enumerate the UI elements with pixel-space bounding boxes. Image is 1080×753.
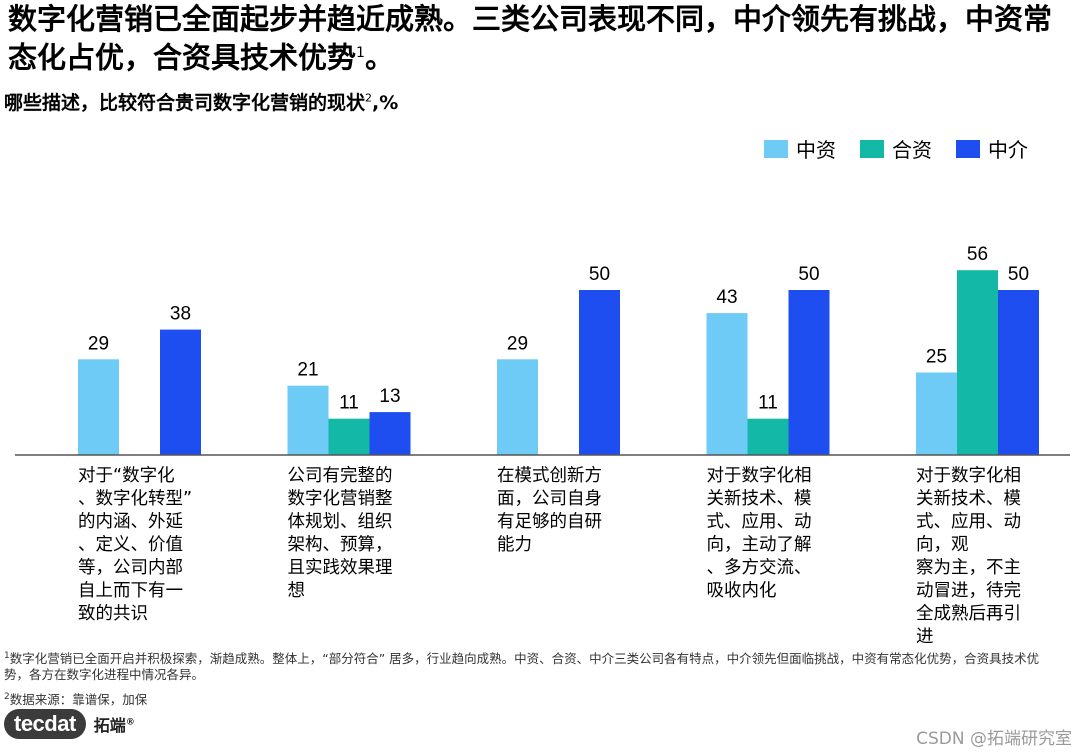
bar-4-2 — [998, 290, 1039, 455]
bar-0-2 — [160, 329, 201, 455]
data-label: 13 — [379, 386, 400, 407]
logo-mark: tecdat — [4, 709, 86, 739]
data-label: 11 — [339, 393, 359, 414]
subtitle-unit: ,% — [372, 92, 399, 114]
category-label-line: 致的共识 — [78, 604, 148, 624]
page-title: 数字化营销已全面起步并趋近成熟。三类公司表现不同，中介领先有挑战，中资常态化占优… — [8, 2, 1076, 75]
legend-item-0: 中资 — [764, 134, 836, 163]
chart-subtitle: 哪些描述，比较符合贵司数字化营销的现状2,% — [4, 88, 398, 115]
category-label-line: 进 — [916, 627, 934, 645]
footnote-2-marker: 2 — [4, 692, 10, 702]
category-label-line: 吸收内化 — [707, 581, 777, 601]
category-label-line: 对于数字化相 — [916, 466, 1021, 486]
logo-registered-mark: ® — [125, 717, 135, 728]
brand-logo: tecdat 拓端® — [4, 709, 135, 739]
category-label-line: 式、应用、动 — [707, 512, 812, 532]
bar-0-0 — [78, 359, 119, 455]
legend-label: 中介 — [988, 138, 1028, 162]
category-label-line: 对于“数字化 — [78, 466, 175, 486]
category-label-line: 关新技术、模 — [916, 489, 1021, 509]
chart-legend: 中资 合资 中介 — [764, 134, 1028, 163]
category-label-line: 、多方交流、 — [707, 558, 812, 578]
footnote-1-text: 数字化营销已全面开启并积极探索，渐趋成熟。整体上，“部分符合” 居多，行业趋向成… — [4, 651, 1040, 683]
logo-name: 拓端 — [93, 716, 126, 735]
bar-4-0 — [916, 372, 957, 455]
category-label-line: 察为主，不主 — [916, 558, 1021, 578]
category-label-line: 式、应用、动 — [916, 512, 1021, 532]
category-label-line: 能力 — [497, 535, 532, 555]
category-label-line: 自上而下有一 — [78, 581, 183, 601]
data-label: 29 — [507, 333, 528, 354]
footnote-2-text: 数据来源：靠谱保，加保 — [9, 692, 148, 708]
legend-swatch — [764, 139, 788, 158]
category-label-line: 向，观 — [916, 535, 969, 555]
subtitle-footnote-ref: 2 — [365, 91, 373, 105]
category-label-line: 等，公司内部 — [78, 558, 183, 578]
data-label: 50 — [1008, 264, 1029, 285]
category-label-line: 体规划、组织 — [288, 512, 393, 532]
data-label: 29 — [88, 333, 109, 354]
subtitle-text: 哪些描述，比较符合贵司数字化营销的现状 — [4, 92, 366, 114]
category-label-line: 关新技术、模 — [707, 489, 812, 509]
bar-chart: 29 38 对于“数字化、数字化转型” 的内涵、外延、定义、价值等，公司内部自上而下有… — [15, 244, 1070, 645]
data-label: 21 — [297, 360, 318, 381]
watermark: CSDN @拓端研究室 — [916, 729, 1072, 749]
bar-3-1 — [747, 418, 789, 455]
bar-2-2 — [579, 290, 620, 455]
category-label-line: 动冒进，待完 — [916, 581, 1021, 601]
title-end: 。 — [364, 40, 394, 75]
data-label: 25 — [926, 347, 947, 368]
data-label: 38 — [170, 304, 191, 325]
legend-item-2: 中介 — [956, 134, 1028, 163]
legend-swatch — [956, 139, 980, 158]
bar-3-0 — [706, 313, 748, 455]
category-label-line: 面，公司自身 — [497, 489, 602, 509]
category-label-line: 、定义、价值 — [78, 535, 183, 555]
footnote-1: 1数字化营销已全面开启并积极探索，渐趋成熟。整体上，“部分符合” 居多，行业趋向… — [4, 648, 1064, 683]
category-label-line: 的内涵、外延 — [78, 512, 183, 532]
bar-1-1 — [328, 418, 370, 455]
category-label-line: 想 — [288, 581, 306, 601]
category-label-line: 架构、预算， — [288, 535, 393, 555]
category-label-line: 对于数字化相 — [707, 466, 812, 486]
bar-1-0 — [287, 385, 329, 455]
category-label-line: 公司有完整的 — [288, 466, 393, 486]
footnote-1-marker: 1 — [4, 651, 10, 661]
category-label-line: 在模式创新方 — [497, 466, 602, 486]
data-label: 50 — [798, 264, 819, 285]
bar-3-2 — [788, 290, 830, 455]
data-label: 56 — [967, 244, 988, 265]
legend-swatch — [860, 139, 884, 158]
bar-2-0 — [497, 359, 538, 455]
bar-4-1 — [957, 270, 998, 455]
category-label-line: 、数字化转型” — [78, 489, 192, 509]
legend-item-1: 合资 — [860, 134, 932, 163]
footnote-2: 2数据来源：靠谱保，加保 — [4, 689, 147, 708]
data-label: 50 — [589, 264, 610, 285]
data-label: 43 — [716, 287, 737, 308]
category-label-line: 全成熟后再引 — [916, 603, 1021, 624]
category-label-line: 向，主动了解 — [707, 535, 812, 555]
category-label-line: 有足够的自研 — [497, 512, 602, 532]
category-label-line: 且实践效果理 — [288, 558, 393, 578]
legend-label: 合资 — [892, 138, 932, 162]
title-footnote-ref: 1 — [356, 45, 365, 61]
logo-text: 拓端® — [94, 712, 135, 736]
bar-1-2 — [369, 412, 411, 455]
data-label: 11 — [758, 393, 778, 414]
title-text: 数字化营销已全面起步并趋近成熟。三类公司表现不同，中介领先有挑战，中资常态化占优… — [8, 2, 1053, 75]
legend-label: 中资 — [796, 138, 836, 162]
category-label-line: 数字化营销整 — [288, 489, 393, 509]
